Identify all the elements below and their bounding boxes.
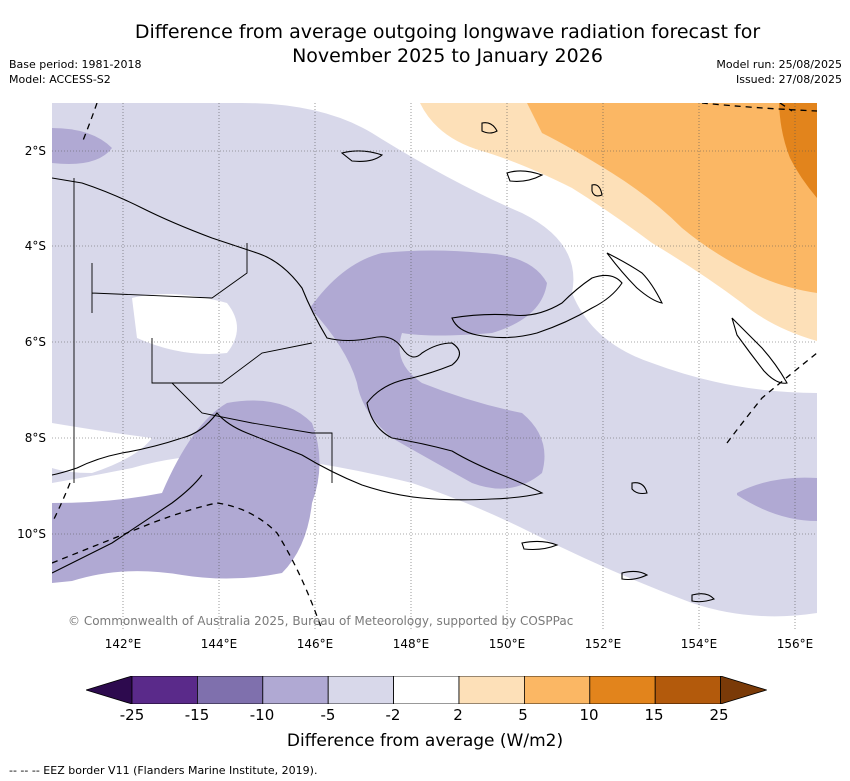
model-name: Model: ACCESS-S2 [9,73,111,86]
colorbar-segment [197,676,264,704]
coastline-torres-strait [52,474,203,574]
border-highlands [151,338,313,384]
colorbar-segment [654,676,722,704]
anomaly-region-medium-purple-north [52,128,112,164]
eez-border-north [701,103,817,112]
colorbar-tick: -5 [320,706,336,724]
lon-label-152e: 152°E [584,637,622,651]
coastline-bougainville [731,317,788,384]
colorbar-tick: 25 [709,706,729,724]
anomaly-region-dark-orange [779,103,817,198]
border-north-west [91,243,248,313]
issued-date: Issued: 27/08/2025 [735,73,842,86]
eez-borders [52,103,817,630]
colorbar-title: Difference from average (W/m2) [286,731,564,751]
lon-label-154e: 154°E [680,637,718,651]
colorbar-segment [523,676,591,704]
lon-label-142e: 142°E [104,637,142,651]
lat-label-10s: 10°S [17,527,46,541]
meta-left: Base period: 1981-2018 Model: ACCESS-S2 [9,57,141,87]
lat-label-8s: 8°S [24,431,46,445]
colorbar-tick: 2 [453,706,463,724]
colorbar [86,676,767,704]
colorbar-extension-high [720,676,767,704]
lon-label-150e: 150°E [488,637,526,651]
anomaly-region-medium-purple-east [737,477,817,521]
eez-border-east [726,352,817,444]
colorbar-tick: 10 [579,706,599,724]
coastline-new-ireland [606,252,663,304]
anomaly-region-light-purple [52,103,817,617]
border-southern [171,382,333,483]
colorbar-tick: -10 [249,706,275,724]
page-title: Difference from average outgoing longwav… [0,20,850,68]
neutral-region-west [132,294,237,354]
graticule [52,103,817,630]
lat-label-4s: 4°S [24,239,46,253]
coastlines [52,122,788,603]
colorbar-segment [589,676,656,704]
eez-border-south [52,502,323,630]
colorbar-extension-low [86,676,133,704]
eez-border-northeast [779,103,793,112]
colorbar-segment [393,676,460,704]
lon-label-146e: 146°E [296,637,334,651]
eez-border-southwest [52,482,71,524]
anomaly-region-orange [527,103,817,293]
colorbar-segment [327,676,394,704]
colorbar-segment [262,676,329,704]
eez-legend-note: -- -- -- EEZ border V11 (Flanders Marine… [9,764,318,777]
colorbar-tick: 15 [644,706,664,724]
meta-right: Model run: 25/08/2025 Issued: 27/08/2025 [716,57,842,87]
copyright-notice: © Commonwealth of Australia 2025, Bureau… [68,614,574,628]
base-period: Base period: 1981-2018 [9,58,142,71]
model-run: Model run: 25/08/2025 [716,58,842,71]
lat-label-2s: 2°S [24,144,46,158]
colorbar-tick: -15 [184,706,210,724]
anomaly-map [52,103,817,630]
lon-label-148e: 148°E [392,637,430,651]
coastline-new-britain [451,274,623,339]
neutral-region-south [52,423,152,473]
colorbar-tick: -2 [385,706,401,724]
colorbar-segment [458,676,525,704]
title-line-2: November 2025 to January 2026 [292,45,603,67]
coastline-islands-south [521,482,715,603]
colorbar-tick: -25 [119,706,145,724]
coastline-islands-north [340,122,603,197]
lon-label-156e: 156°E [776,637,814,651]
lat-label-6s: 6°S [24,335,46,349]
colorbar-segment [131,676,198,704]
provincial-borders [73,178,333,483]
colorbar-tick: 5 [518,706,528,724]
anomaly-region-medium-purple-central [310,250,547,489]
eez-border-northwest [81,103,98,144]
title-line-1: Difference from average outgoing longwav… [134,21,761,43]
lon-label-144e: 144°E [200,637,238,651]
